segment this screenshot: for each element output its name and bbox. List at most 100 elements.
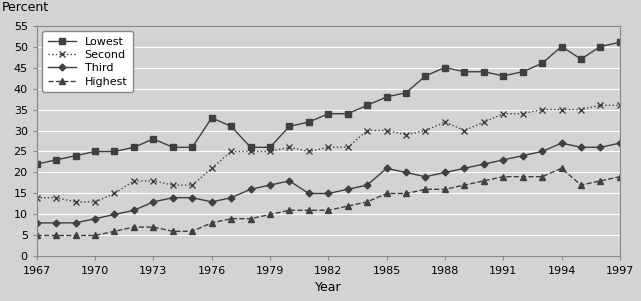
Third	[538, 150, 546, 153]
Second	[460, 129, 468, 132]
Highest	[499, 175, 507, 178]
Second	[169, 183, 177, 187]
Lowest	[383, 95, 390, 99]
Highest	[72, 234, 79, 237]
Third	[130, 209, 138, 212]
Third	[422, 175, 429, 178]
Second	[519, 112, 526, 116]
Second	[480, 120, 488, 124]
Lowest	[169, 145, 177, 149]
Highest	[558, 166, 565, 170]
Highest	[305, 209, 313, 212]
Lowest	[53, 158, 60, 162]
Third	[208, 200, 215, 204]
Second	[188, 183, 196, 187]
Second	[111, 192, 119, 195]
Line: Third: Third	[35, 141, 622, 225]
Third	[247, 188, 254, 191]
Lowest	[441, 66, 449, 69]
Highest	[149, 225, 157, 229]
Highest	[597, 179, 604, 183]
Lowest	[72, 154, 79, 157]
Highest	[33, 234, 40, 237]
Highest	[460, 183, 468, 187]
Lowest	[422, 74, 429, 78]
Second	[33, 196, 40, 200]
Third	[402, 171, 410, 174]
Second	[286, 145, 294, 149]
Lowest	[363, 104, 371, 107]
Third	[383, 166, 390, 170]
Highest	[130, 225, 138, 229]
Second	[597, 104, 604, 107]
Highest	[91, 234, 99, 237]
Highest	[577, 183, 585, 187]
Highest	[402, 192, 410, 195]
Second	[383, 129, 390, 132]
Second	[499, 112, 507, 116]
Second	[91, 200, 99, 204]
Lowest	[616, 41, 624, 44]
Third	[499, 158, 507, 162]
Highest	[519, 175, 526, 178]
Third	[519, 154, 526, 157]
Lowest	[519, 70, 526, 73]
X-axis label: Year: Year	[315, 281, 342, 294]
Second	[266, 150, 274, 153]
Second	[247, 150, 254, 153]
Highest	[208, 221, 215, 225]
Third	[597, 145, 604, 149]
Third	[111, 213, 119, 216]
Lowest	[460, 70, 468, 73]
Lowest	[91, 150, 99, 153]
Second	[363, 129, 371, 132]
Highest	[324, 209, 332, 212]
Lowest	[577, 57, 585, 61]
Third	[266, 183, 274, 187]
Highest	[363, 200, 371, 204]
Second	[558, 108, 565, 111]
Lowest	[228, 125, 235, 128]
Third	[363, 183, 371, 187]
Lowest	[558, 45, 565, 48]
Second	[149, 179, 157, 183]
Third	[305, 192, 313, 195]
Third	[33, 221, 40, 225]
Lowest	[149, 137, 157, 141]
Highest	[169, 229, 177, 233]
Third	[228, 196, 235, 200]
Third	[441, 171, 449, 174]
Second	[577, 108, 585, 111]
Highest	[247, 217, 254, 221]
Lowest	[188, 145, 196, 149]
Y-axis label: Percent: Percent	[2, 1, 49, 14]
Third	[169, 196, 177, 200]
Second	[208, 166, 215, 170]
Highest	[383, 192, 390, 195]
Lowest	[247, 145, 254, 149]
Highest	[286, 209, 294, 212]
Highest	[441, 188, 449, 191]
Third	[91, 217, 99, 221]
Highest	[188, 229, 196, 233]
Lowest	[111, 150, 119, 153]
Highest	[228, 217, 235, 221]
Lowest	[33, 162, 40, 166]
Third	[460, 166, 468, 170]
Lowest	[499, 74, 507, 78]
Highest	[538, 175, 546, 178]
Second	[422, 129, 429, 132]
Line: Lowest: Lowest	[34, 39, 622, 167]
Second	[305, 150, 313, 153]
Lowest	[305, 120, 313, 124]
Third	[72, 221, 79, 225]
Third	[480, 162, 488, 166]
Lowest	[286, 125, 294, 128]
Lowest	[402, 91, 410, 95]
Third	[53, 221, 60, 225]
Second	[402, 133, 410, 137]
Lowest	[266, 145, 274, 149]
Highest	[111, 229, 119, 233]
Line: Highest: Highest	[34, 166, 622, 238]
Line: Second: Second	[33, 102, 623, 205]
